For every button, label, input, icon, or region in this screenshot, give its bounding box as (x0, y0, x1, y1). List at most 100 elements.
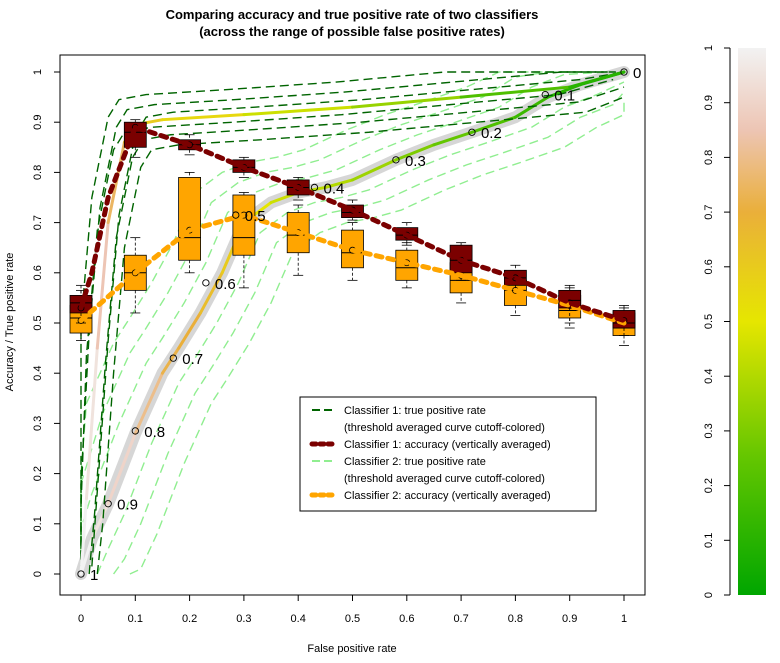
y-tick-label-4: 0.4 (32, 366, 44, 381)
classifier2-tpr-segment-3 (133, 371, 164, 435)
x-tick-label-2: 0.2 (182, 613, 197, 625)
cutoff-label-2: 0.8 (144, 424, 165, 441)
cutoff-point-9 (541, 90, 549, 99)
y-tick-label-8: 0.8 (32, 165, 44, 180)
cutoff-label-0: 1 (90, 567, 98, 584)
legend-entries: Classifier 1: true positive rate (thresho… (309, 405, 551, 502)
legend-box (299, 396, 597, 512)
y-tick-label-3: 0.3 (32, 416, 44, 431)
legend-label-2: Classifier 1: accuracy (vertically avera… (344, 439, 551, 451)
cutoff-label-9: 0.1 (554, 88, 575, 105)
colorbar-tick-label-10: 1 (703, 45, 715, 51)
y-tick-label-2: 0.2 (32, 466, 44, 481)
classifier2-tpr-run-3 (113, 91, 625, 575)
legend-label-5: Classifier 2: accuracy (vertically avera… (344, 490, 551, 502)
colorbar-tick-label-8: 0.8 (703, 150, 715, 165)
x-tick-label-10: 1 (621, 613, 627, 625)
cutoff-label-10: 0 (633, 65, 641, 82)
y-axis-label: Accuracy / True positive rate (4, 253, 16, 392)
classifier1-tpr-segment-2 (95, 221, 110, 350)
cutoff-point-1 (104, 500, 112, 508)
x-tick-label-0: 0 (78, 613, 84, 625)
classifier1-tpr-run-3 (96, 96, 625, 575)
cutoff-label-1: 0.9 (117, 497, 138, 514)
classifier1-tpr-run-0 (80, 71, 616, 559)
cutoff-label-3: 0.7 (182, 351, 203, 368)
accuracy-layer (78, 124, 627, 326)
x-tick-label-8: 0.8 (508, 613, 523, 625)
classifier1-tpr-segment-6 (160, 113, 246, 122)
x-tick-label-9: 0.9 (562, 613, 577, 625)
classifier2-tpr-segment-13 (394, 143, 436, 162)
cutoff-point-8 (468, 128, 476, 136)
colorbar-tick-label-7: 0.7 (703, 204, 715, 219)
chart-title-line2: (across the range of possible false posi… (199, 24, 505, 39)
x-tick-label-7: 0.7 (453, 613, 468, 625)
classifier2-accuracy-line (78, 212, 627, 326)
cutoff-point-4 (202, 279, 210, 287)
colorbar-tick-label-2: 0.2 (703, 478, 715, 493)
classifier1-tpr-segment-7 (242, 105, 354, 117)
cutoff-label-8: 0.2 (481, 125, 502, 142)
classifier2-acc-box-2 (178, 177, 202, 261)
y-tick-label-1: 0.1 (32, 516, 44, 531)
classifier1-tpr-segment-8 (351, 95, 463, 109)
classifier2-tpr-segment-2 (106, 431, 137, 506)
legend-label-3: Classifier 2: true positive rate (344, 456, 486, 468)
classifier1-accuracy-line (78, 124, 627, 323)
colorbar-tick-label-1: 0.1 (703, 533, 715, 548)
classifier2-tpr-segment-14 (432, 130, 474, 147)
cutoff-label-5: 0.5 (245, 208, 266, 225)
classifier2-tpr-segment-16 (513, 95, 550, 119)
cutoff-point-0 (77, 570, 85, 578)
cutoff-point-3 (169, 354, 177, 362)
axes-layer: 0 0.1 0.2 0.3 0.4 0.5 0.6 0.7 0.8 0.9 1 0 0.1 0.2 0.3 0… (32, 69, 627, 625)
x-tick-label-3: 0.3 (236, 613, 251, 625)
y-tick-label-0: 0 (32, 571, 44, 577)
cutoff-label-4: 0.6 (215, 276, 236, 293)
x-tick-label-6: 0.6 (399, 613, 414, 625)
classifier1-tpr-run-5 (80, 78, 614, 574)
x-tick-label-5: 0.5 (345, 613, 360, 625)
colorbar-axis: 0 0.1 0.2 0.3 0.4 0.5 0.6 0.7 0.8 0.9 1 (703, 45, 731, 598)
x-tick-label-4: 0.4 (291, 613, 306, 625)
classifier1-tpr-run-1 (88, 86, 625, 575)
colorbar: 0 0.1 0.2 0.3 0.4 0.5 0.6 0.7 0.8 0.9 1 (703, 45, 766, 598)
classifier1-tpr-run-4 (91, 71, 625, 567)
boxplots-layer (69, 119, 636, 346)
classifier2-tpr-segment-4 (160, 346, 181, 375)
classifier2-tpr-segment-5 (177, 311, 202, 350)
chart-title-line1: Comparing accuracy and true positive rat… (166, 7, 539, 22)
classifier1-layer (79, 70, 626, 576)
cutoff-point-6 (310, 183, 319, 192)
classifier2-tpr-run-2 (80, 71, 592, 554)
colorbar-tick-label-4: 0.4 (703, 369, 715, 384)
cutoff-point-2 (131, 427, 139, 435)
legend: Classifier 1: true positive rate (thresho… (299, 396, 597, 512)
legend-label-0: Classifier 1: true positive rate (344, 405, 486, 417)
cutoff-point-10 (620, 68, 628, 76)
classifier2-tpr-run-4 (129, 102, 625, 575)
legend-label-4: (threshold averaged curve cutoff-colored… (344, 473, 545, 485)
colorbar-tick-label-0: 0 (703, 592, 715, 598)
cutoff-label-7: 0.3 (405, 153, 426, 170)
cutoff-label-6: 0.4 (323, 180, 344, 197)
classifier2-acc-box-3 (232, 194, 256, 256)
classifier2-tpr-run-0 (80, 71, 608, 564)
classifier2-tpr-segment-6 (198, 271, 224, 315)
classifier2-tpr-segment-11 (323, 178, 354, 189)
colorbar-tick-label-3: 0.3 (703, 423, 715, 438)
y-tick-label-10: 1 (32, 69, 44, 75)
classifier2-tpr-segment-12 (351, 158, 398, 182)
classifier1-tpr-segment-9 (459, 85, 572, 99)
cutoff-points-layer: 1 0.9 0.8 0.7 0.6 0.5 0.4 0.3 0.2 0.1 0 (77, 65, 641, 584)
classifier2-tpr-run-1 (96, 81, 625, 575)
classifier1-tpr-run-2 (80, 71, 608, 549)
y-tick-label-6: 0.6 (32, 265, 44, 280)
colorbar-tick-label-6: 0.6 (703, 259, 715, 274)
classifier1-tpr-segment-1 (84, 346, 99, 501)
classifier1-tpr-segment-10 (568, 70, 626, 89)
classifier1-tpr-segment-0 (79, 497, 88, 576)
